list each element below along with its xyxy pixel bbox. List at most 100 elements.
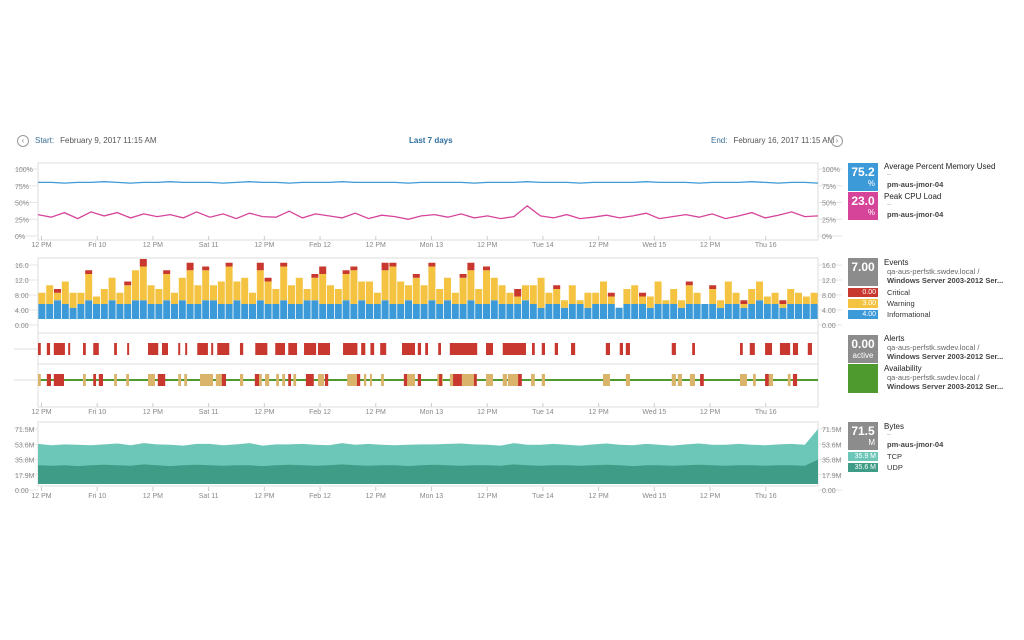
- warning-bar: [334, 289, 342, 304]
- informational-bar: [272, 304, 280, 319]
- alert-block: [93, 343, 99, 355]
- informational-bar: [163, 300, 171, 319]
- informational-bar: [451, 304, 459, 319]
- availability-warning-block: [317, 374, 324, 386]
- availability-node[interactable]: Windows Server 2003-2012 Ser...: [887, 382, 1004, 391]
- informational-bar: [576, 304, 584, 319]
- warning-bar: [763, 296, 771, 304]
- informational-bar: [709, 304, 717, 319]
- warning-bar: [241, 277, 249, 304]
- warning-bar: [444, 277, 451, 301]
- warning-bar: [631, 285, 639, 304]
- warning-bar: [639, 296, 646, 304]
- x-tick-label: 12 PM: [31, 242, 51, 249]
- warning-bar: [506, 292, 514, 304]
- informational-bar: [662, 304, 670, 319]
- events-host[interactable]: qa-aus-perfstk.swdev.local /: [887, 267, 980, 276]
- cpu-node[interactable]: pm-aus-jmor-04: [887, 210, 944, 219]
- warning-bar: [412, 277, 420, 304]
- bytes-node[interactable]: pm-aus-jmor-04: [887, 440, 944, 449]
- alert-block: [68, 343, 71, 355]
- informational-bar: [561, 307, 568, 319]
- warning-bar: [795, 292, 802, 304]
- warning-bar: [576, 300, 584, 304]
- warning-bar: [69, 292, 77, 308]
- informational-bar: [397, 304, 405, 319]
- alerts-node[interactable]: Windows Server 2003-2012 Ser...: [887, 352, 1004, 361]
- x-tick-label: Tue 14: [532, 409, 554, 416]
- warning-bar: [514, 296, 522, 304]
- time-range-selector[interactable]: Last 7 days: [409, 136, 453, 145]
- informational-bar: [171, 304, 178, 319]
- udp-value: 35.6 M: [848, 463, 878, 472]
- availability-warning-block: [507, 374, 520, 386]
- events-tick-left: 16.0: [15, 263, 29, 270]
- warning-bar: [467, 270, 475, 301]
- critical-bar: [467, 262, 475, 271]
- availability-status-tile: [848, 364, 878, 393]
- memory-node[interactable]: pm-aus-jmor-04: [887, 180, 944, 189]
- availability-down-block: [792, 374, 798, 386]
- availability-warning-block: [239, 374, 244, 386]
- x-tick-label: Sat 11: [199, 493, 219, 500]
- critical-bar: [319, 266, 327, 274]
- x-tick-label: 12 PM: [254, 409, 274, 416]
- alert-block: [740, 343, 743, 355]
- warning-bar: [381, 270, 389, 301]
- memory-line: [38, 181, 819, 184]
- warning-bar: [545, 292, 553, 304]
- warning-bar: [405, 285, 412, 301]
- memory-title: Average Percent Memory Used: [884, 162, 996, 171]
- informational-bar: [373, 304, 381, 319]
- warning-bar: [748, 289, 756, 304]
- x-tick-label: 12 PM: [143, 493, 163, 500]
- availability-warning-block: [531, 374, 535, 386]
- warning-bar: [646, 296, 654, 308]
- availability-host[interactable]: qa-aus-perfstk.swdev.local /: [887, 373, 980, 382]
- informational-bar: [108, 300, 116, 319]
- availability-down-block: [221, 374, 227, 386]
- events-tick-left: 4.00: [15, 308, 29, 315]
- informational-bar: [342, 300, 350, 319]
- warning-bar: [397, 281, 405, 304]
- warning-bar: [693, 292, 701, 304]
- warning-bar: [163, 274, 171, 301]
- percent-tick-left: 25%: [15, 217, 29, 224]
- alerts-value-tile: 0.00 active: [848, 335, 878, 363]
- x-tick-label: 12 PM: [700, 242, 720, 249]
- events-node[interactable]: Windows Server 2003-2012 Ser...: [887, 276, 1004, 285]
- informational-bar: [436, 304, 444, 319]
- alerts-host[interactable]: qa-aus-perfstk.swdev.local /: [887, 343, 980, 352]
- warning-bar: [537, 277, 545, 308]
- x-tick-label: 12 PM: [589, 409, 609, 416]
- warning-bar: [717, 300, 724, 308]
- x-tick-label: Tue 14: [532, 242, 554, 249]
- critical-bar: [350, 266, 358, 271]
- percent-tick-left: 75%: [15, 184, 29, 191]
- informational-bar: [779, 307, 787, 319]
- informational-bar: [366, 304, 373, 319]
- previous-period-button[interactable]: ‹: [17, 135, 29, 147]
- alert-block: [114, 343, 117, 355]
- alerts-title: Alerts: [884, 334, 905, 343]
- warning-bar: [358, 281, 366, 301]
- informational-bar: [288, 304, 295, 319]
- bytes-tick-right: 17.9M: [822, 473, 842, 480]
- informational-bar: [61, 304, 69, 319]
- warning-bar: [210, 285, 217, 301]
- informational-bar: [210, 300, 217, 319]
- informational-bar: [506, 304, 514, 319]
- availability-down-block: [518, 374, 522, 386]
- informational-bar: [459, 304, 467, 319]
- warning-bar: [740, 304, 748, 308]
- x-tick-label: 12 PM: [700, 409, 720, 416]
- alert-block: [402, 343, 415, 355]
- warning-bar: [280, 266, 288, 301]
- next-period-button[interactable]: ›: [831, 135, 843, 147]
- tcp-label: TCP: [887, 452, 902, 461]
- bytes-title: Bytes: [884, 422, 905, 431]
- warning-bar: [436, 289, 444, 304]
- warning-bar: [147, 285, 155, 304]
- alert-block: [765, 343, 773, 355]
